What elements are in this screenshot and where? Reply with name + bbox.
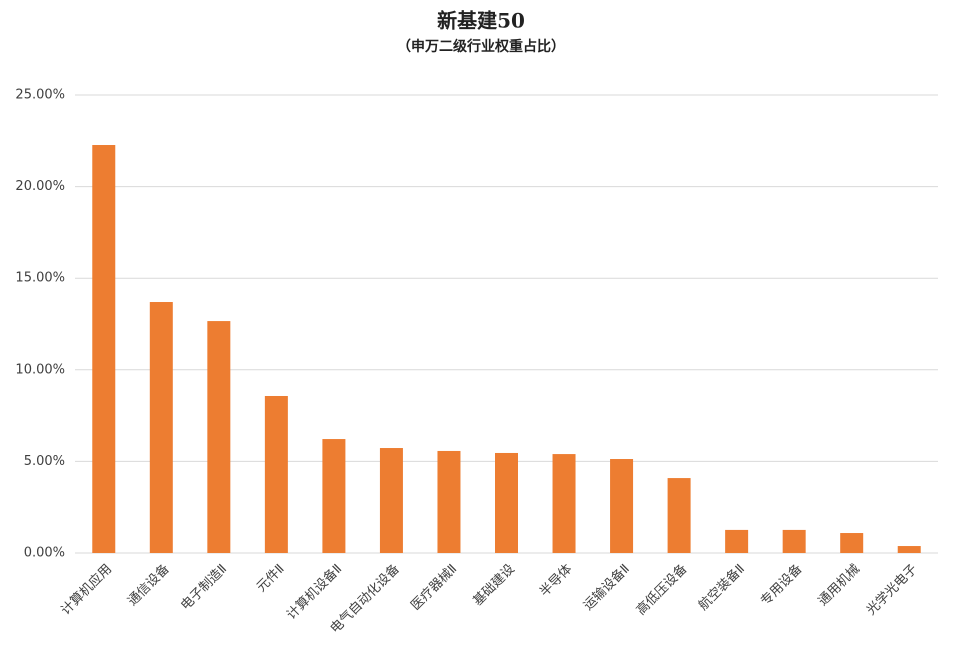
bar (725, 529, 749, 553)
bar (840, 533, 864, 553)
x-tick-label: 计算机应用 (58, 561, 115, 618)
x-tick-label: 专用设备 (757, 561, 805, 609)
chart-title: 新基建50 (437, 9, 525, 33)
x-tick-label: 计算机设备Ⅱ (283, 561, 345, 623)
bar (667, 478, 691, 553)
bar (437, 450, 461, 553)
y-tick-label: 25.00% (15, 88, 65, 103)
bar (207, 321, 231, 553)
bar (610, 459, 634, 553)
bar (264, 395, 288, 553)
x-tick-label: 高低压设备 (633, 561, 690, 618)
x-tick-label: 半导体 (537, 562, 575, 600)
chart-subtitle: （申万二级行业权重占比） (397, 38, 565, 55)
bar (782, 529, 806, 553)
bar (552, 454, 576, 553)
x-tick-label: 运输设备Ⅱ (580, 561, 633, 614)
y-tick-label: 15.00% (15, 271, 65, 286)
y-tick-label: 5.00% (24, 454, 65, 469)
bar (379, 448, 403, 553)
x-tick-label: 医疗器械Ⅱ (408, 562, 460, 614)
x-tick-label: 电子制造Ⅱ (178, 562, 230, 614)
y-tick-label: 10.00% (15, 362, 65, 377)
y-tick-label: 0.00% (24, 546, 65, 561)
bar (495, 452, 518, 553)
x-tick-label: 通信设备 (125, 561, 173, 609)
x-tick-label: 元件Ⅱ (254, 562, 288, 596)
x-tick-label: 通用机械 (816, 562, 863, 609)
y-tick-label: 20.00% (15, 179, 65, 194)
bar (322, 439, 346, 553)
bar (149, 302, 173, 553)
x-tick-label: 基础建设 (470, 562, 517, 609)
x-tick-label: 航空装备Ⅱ (695, 561, 748, 614)
x-tick-label: 光学光电子 (863, 561, 920, 618)
bar (897, 546, 921, 553)
bar (92, 145, 116, 553)
